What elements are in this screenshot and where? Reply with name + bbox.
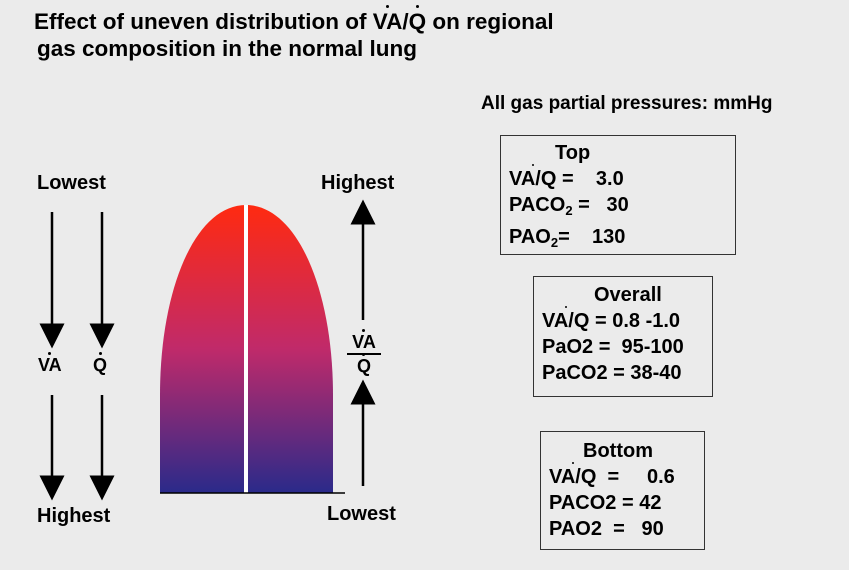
units-note: All gas partial pressures: mmHg — [481, 93, 773, 114]
title-line-1: Effect of uneven distribution of VA/Q on… — [34, 5, 554, 34]
bottom-paco2-row: PACO2 = 42 — [549, 492, 662, 514]
right-top-label: Highest — [321, 172, 395, 194]
top-region-box: Top VA/Q = 3.0 PACO2 = 30 PAO2= 130 — [500, 135, 736, 255]
vaq-ratio-label: VA Q — [347, 329, 381, 376]
bottom-region-box: Bottom VA/Q = 0.6 PACO2 = 42 PAO2 = 90 — [540, 431, 705, 550]
top-paco2-row: PACO2 = 30 — [509, 194, 629, 218]
page-title: Effect of uneven distribution of VA/Q on… — [34, 5, 554, 62]
title-q: Q — [408, 5, 427, 34]
overall-pao2-row: PaO2 = 95-100 — [542, 336, 684, 358]
bottom-pao2-row: PAO2 = 90 — [549, 518, 664, 540]
right-bottom-label: Lowest — [327, 503, 396, 525]
top-vaq-row: VA/Q = 3.0 — [509, 164, 624, 190]
overall-vaq-row: VA/Q = 0.8 -1.0 — [542, 306, 681, 332]
overall-box: Overall VA/Q = 0.8 -1.0 PaO2 = 95-100 Pa… — [533, 276, 713, 397]
title-va: VA — [372, 5, 403, 34]
top-box-header: Top — [555, 142, 591, 164]
bottom-vaq-row: VA/Q = 0.6 — [549, 462, 675, 488]
overall-box-header: Overall — [594, 284, 662, 306]
left-top-label: Lowest — [37, 172, 106, 194]
q-label: Q — [93, 352, 108, 375]
title-line-2: gas composition in the normal lung — [37, 36, 418, 61]
top-pao2-row: PAO2= 130 — [509, 226, 626, 250]
left-bottom-label: Highest — [37, 505, 111, 527]
va-label: VA — [38, 352, 62, 375]
overall-paco2-row: PaCO2 = 38-40 — [542, 362, 682, 384]
bottom-box-header: Bottom — [583, 440, 653, 462]
